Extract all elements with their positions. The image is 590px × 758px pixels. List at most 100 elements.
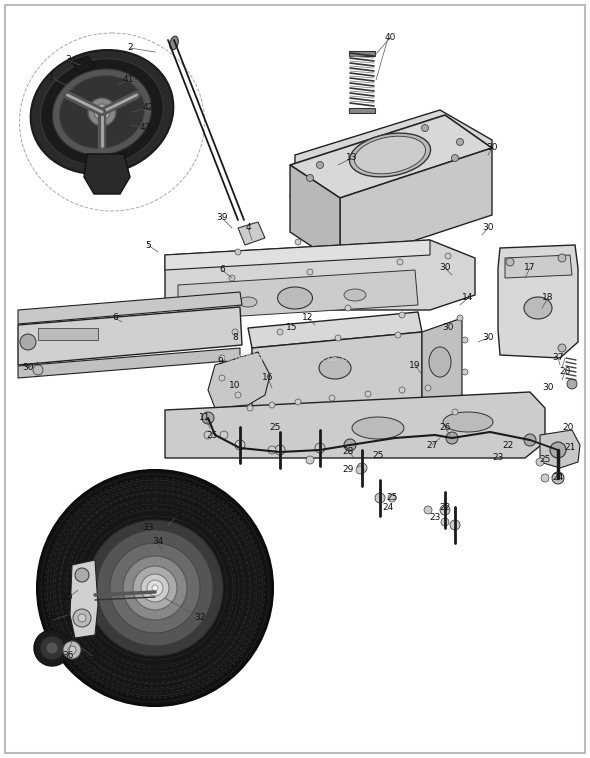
Circle shape bbox=[37, 470, 273, 706]
Text: 34: 34 bbox=[152, 537, 163, 547]
Circle shape bbox=[78, 614, 86, 622]
Text: 8: 8 bbox=[232, 334, 238, 343]
Circle shape bbox=[20, 334, 36, 350]
Circle shape bbox=[375, 493, 385, 503]
Text: 6: 6 bbox=[219, 265, 225, 274]
Ellipse shape bbox=[355, 136, 425, 174]
Circle shape bbox=[395, 332, 401, 338]
Circle shape bbox=[97, 530, 213, 646]
Circle shape bbox=[462, 369, 468, 375]
Circle shape bbox=[47, 480, 263, 696]
Circle shape bbox=[229, 275, 235, 281]
Circle shape bbox=[75, 568, 89, 582]
Circle shape bbox=[345, 305, 351, 311]
Text: 19: 19 bbox=[409, 361, 421, 369]
Text: 25: 25 bbox=[386, 493, 398, 503]
Text: 25: 25 bbox=[372, 450, 384, 459]
Polygon shape bbox=[422, 318, 462, 408]
Circle shape bbox=[356, 466, 364, 474]
Polygon shape bbox=[165, 240, 430, 270]
Circle shape bbox=[446, 432, 458, 444]
Circle shape bbox=[247, 405, 253, 411]
Circle shape bbox=[63, 641, 81, 659]
Polygon shape bbox=[72, 56, 95, 73]
Text: 30: 30 bbox=[22, 364, 34, 372]
Circle shape bbox=[357, 463, 367, 473]
Circle shape bbox=[457, 139, 464, 146]
Circle shape bbox=[147, 580, 163, 596]
Circle shape bbox=[550, 442, 566, 458]
Text: 30: 30 bbox=[482, 334, 494, 343]
Text: 43: 43 bbox=[139, 124, 150, 133]
Polygon shape bbox=[208, 352, 270, 408]
Circle shape bbox=[220, 431, 228, 439]
Polygon shape bbox=[70, 560, 98, 638]
Polygon shape bbox=[178, 270, 418, 320]
Text: 32: 32 bbox=[194, 613, 206, 622]
Circle shape bbox=[450, 520, 460, 530]
Text: 35: 35 bbox=[89, 653, 101, 662]
Text: 25: 25 bbox=[539, 456, 550, 465]
Text: 16: 16 bbox=[262, 374, 274, 383]
Text: 11: 11 bbox=[199, 414, 211, 422]
Text: 17: 17 bbox=[525, 264, 536, 272]
Polygon shape bbox=[18, 292, 242, 324]
Text: 5: 5 bbox=[145, 240, 151, 249]
Circle shape bbox=[306, 174, 313, 181]
Polygon shape bbox=[165, 240, 475, 310]
Circle shape bbox=[275, 445, 285, 455]
Text: 13: 13 bbox=[346, 154, 358, 162]
Ellipse shape bbox=[429, 347, 451, 377]
Text: 4: 4 bbox=[245, 224, 251, 233]
Polygon shape bbox=[165, 392, 545, 458]
Text: 25: 25 bbox=[269, 424, 281, 433]
Circle shape bbox=[445, 253, 451, 259]
Text: 36: 36 bbox=[63, 650, 74, 659]
Circle shape bbox=[94, 104, 110, 120]
Ellipse shape bbox=[443, 412, 493, 432]
Circle shape bbox=[307, 269, 313, 275]
Text: 6: 6 bbox=[112, 314, 118, 322]
Bar bbox=[349, 108, 375, 113]
Text: 15: 15 bbox=[286, 324, 298, 333]
Polygon shape bbox=[248, 312, 422, 348]
Circle shape bbox=[441, 518, 449, 526]
Circle shape bbox=[232, 329, 238, 335]
Circle shape bbox=[202, 412, 214, 424]
Text: 31: 31 bbox=[172, 510, 183, 519]
Text: 26: 26 bbox=[440, 424, 451, 433]
Circle shape bbox=[73, 609, 91, 627]
Polygon shape bbox=[505, 255, 572, 278]
Polygon shape bbox=[290, 145, 490, 205]
Circle shape bbox=[335, 335, 341, 341]
Text: 23: 23 bbox=[430, 513, 441, 522]
Text: 20: 20 bbox=[559, 368, 571, 377]
Polygon shape bbox=[340, 148, 492, 265]
Polygon shape bbox=[238, 222, 265, 245]
Text: 30: 30 bbox=[542, 384, 554, 393]
Text: 2: 2 bbox=[127, 43, 133, 52]
Circle shape bbox=[68, 646, 76, 654]
Circle shape bbox=[451, 155, 458, 161]
Ellipse shape bbox=[53, 69, 152, 155]
Circle shape bbox=[440, 505, 450, 515]
Circle shape bbox=[33, 365, 43, 375]
Polygon shape bbox=[498, 245, 578, 358]
Circle shape bbox=[46, 642, 58, 654]
Circle shape bbox=[316, 161, 323, 168]
Circle shape bbox=[34, 630, 70, 666]
Text: 40: 40 bbox=[384, 33, 396, 42]
Text: 20: 20 bbox=[562, 424, 573, 433]
Circle shape bbox=[424, 506, 432, 514]
Text: 30: 30 bbox=[442, 324, 454, 333]
Polygon shape bbox=[290, 165, 340, 265]
Circle shape bbox=[552, 472, 564, 484]
Ellipse shape bbox=[349, 133, 431, 177]
Circle shape bbox=[315, 443, 325, 453]
Circle shape bbox=[269, 402, 275, 408]
Text: 24: 24 bbox=[382, 503, 394, 512]
Ellipse shape bbox=[319, 357, 351, 379]
Circle shape bbox=[295, 399, 301, 405]
Bar bbox=[38, 328, 98, 340]
Text: 18: 18 bbox=[542, 293, 554, 302]
